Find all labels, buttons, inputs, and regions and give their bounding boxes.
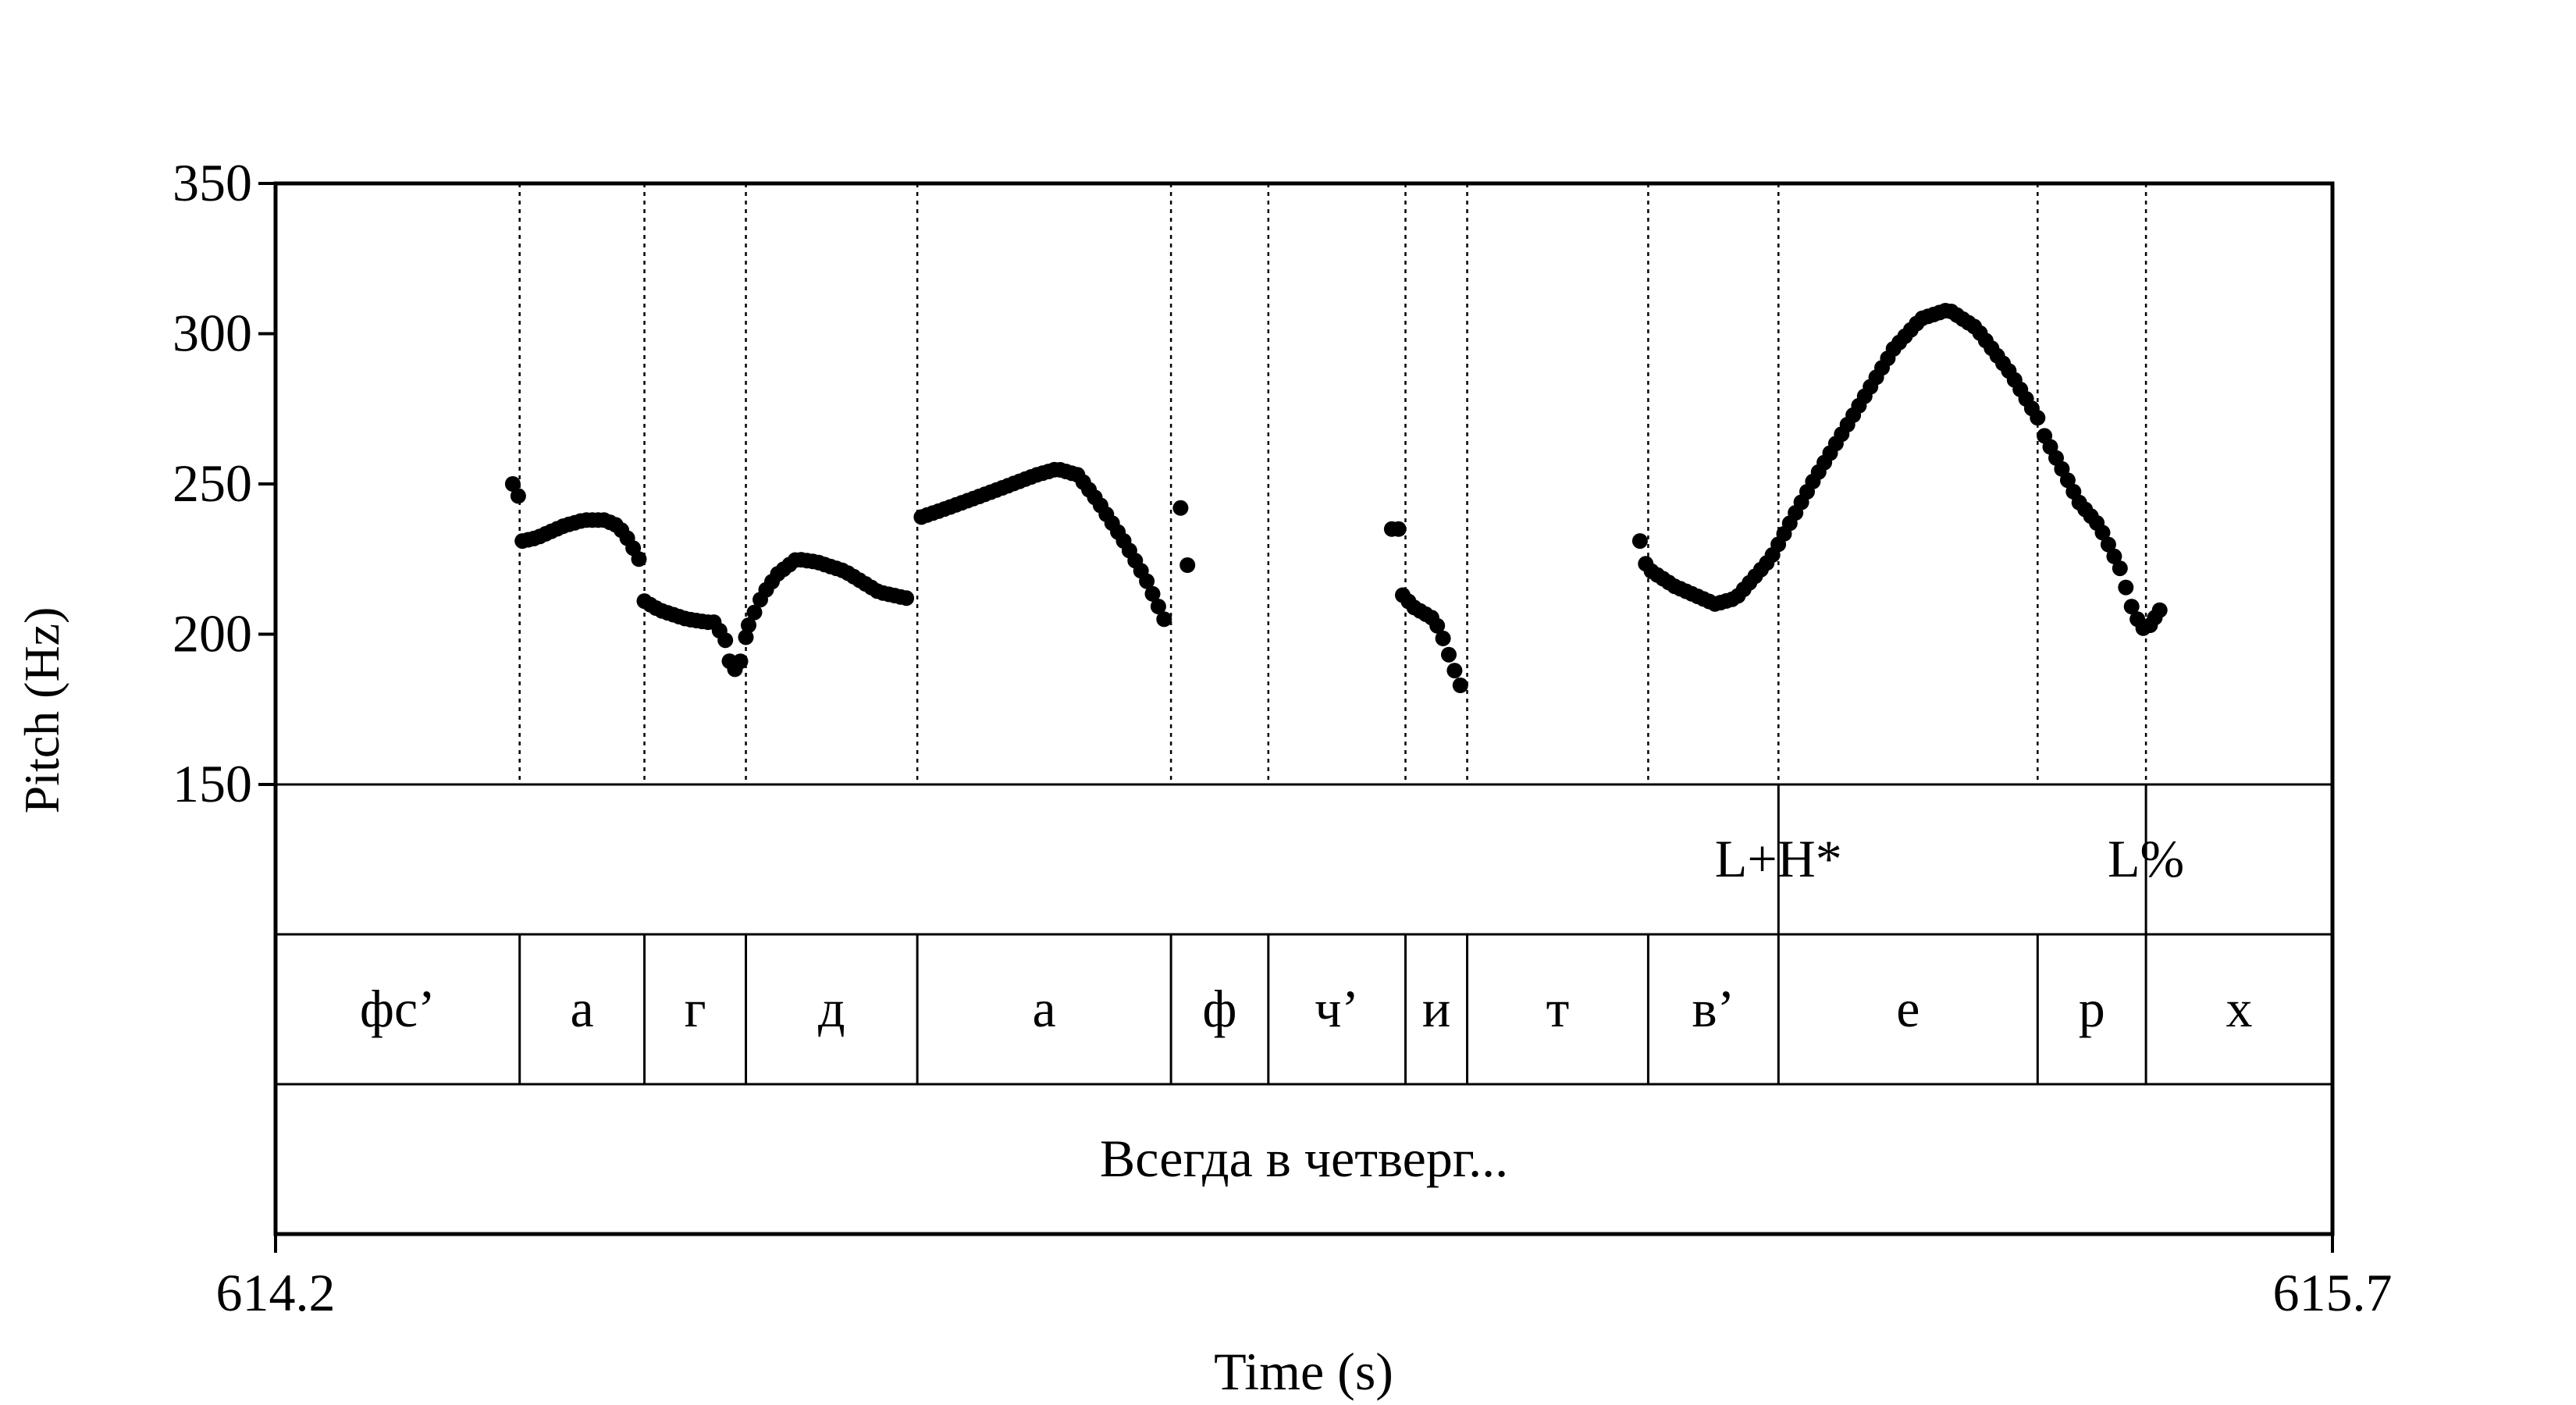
plot-frame: [273, 181, 2335, 1236]
segment-label: х: [2226, 979, 2253, 1038]
pitch-point: [741, 617, 756, 633]
y-tick-label: 250: [173, 454, 252, 513]
pitch-point: [1390, 521, 1407, 537]
pitch-point: [1150, 599, 1166, 614]
pitch-point: [1452, 678, 1468, 693]
pitch-point: [2112, 560, 2128, 577]
x-axis-label: Time (s): [1214, 1342, 1393, 1401]
pitch-point: [1139, 573, 1155, 589]
pitch-point: [898, 590, 915, 606]
pitch-point: [1179, 557, 1196, 573]
pitch-point: [2030, 410, 2046, 426]
y-tick-label: 350: [173, 153, 252, 212]
y-tick-label: 150: [173, 754, 252, 813]
segment-label: д: [818, 979, 845, 1038]
pitch-point: [1441, 646, 1457, 663]
pitch-point: [738, 629, 754, 646]
tone-label: L+H*: [1715, 829, 1842, 888]
pitch-point: [631, 551, 647, 567]
segment-label: фс’: [360, 979, 436, 1038]
segment-label: в’: [1692, 979, 1735, 1038]
pitch-point: [504, 476, 521, 492]
segment-label: е: [1896, 979, 1920, 1038]
pitch-point: [732, 653, 749, 670]
x-tick-label: 615.7: [2273, 1263, 2393, 1322]
pitch-point: [1435, 630, 1451, 646]
segment-label: а: [571, 979, 594, 1038]
axis-ticks: 150 200 250 300 350 614.2 615.7: [173, 153, 2393, 1322]
phrase-label: Всегда в четверг...: [1100, 1129, 1508, 1188]
pitch-point: [2100, 536, 2116, 553]
segment-label: р: [2079, 979, 2105, 1038]
pitch-point: [2151, 602, 2168, 618]
segment-label: г: [685, 979, 706, 1038]
pitch-point: [2094, 525, 2111, 541]
pitch-point: [1172, 500, 1189, 516]
pitch-point: [1156, 611, 1172, 628]
pitch-point: [2118, 579, 2134, 596]
y-tick-label: 200: [173, 604, 252, 663]
pitch-points: [504, 303, 2168, 693]
segment-label: т: [1546, 979, 1570, 1038]
pitch-point: [1429, 617, 1446, 634]
tone-label: L%: [2108, 829, 2184, 888]
x-tick-label: 614.2: [216, 1263, 336, 1322]
pitch-point: [2123, 599, 2140, 615]
y-tick-label: 300: [173, 304, 252, 363]
pitch-point: [717, 632, 734, 649]
pitch-point: [2106, 548, 2122, 564]
annotation-tiers: L+H* L% фс’ а г д а ф ч’ и т в’ е р х Всегда в четверг.…: [360, 829, 2253, 1188]
segment-label: и: [1422, 979, 1450, 1038]
segment-label: ч’: [1315, 979, 1359, 1038]
pitch-point: [1446, 663, 1463, 679]
segment-label: ф: [1202, 979, 1236, 1038]
vertical-dividers: [518, 183, 2147, 1084]
pitch-point: [746, 604, 763, 621]
segment-label: а: [1033, 979, 1056, 1038]
outer-frame: [273, 181, 2335, 1236]
pitch-point: [1144, 585, 1161, 602]
y-axis-label: Pitch (Hz): [14, 607, 69, 814]
pitch-point: [1631, 533, 1648, 550]
pitch-point: [510, 488, 526, 504]
